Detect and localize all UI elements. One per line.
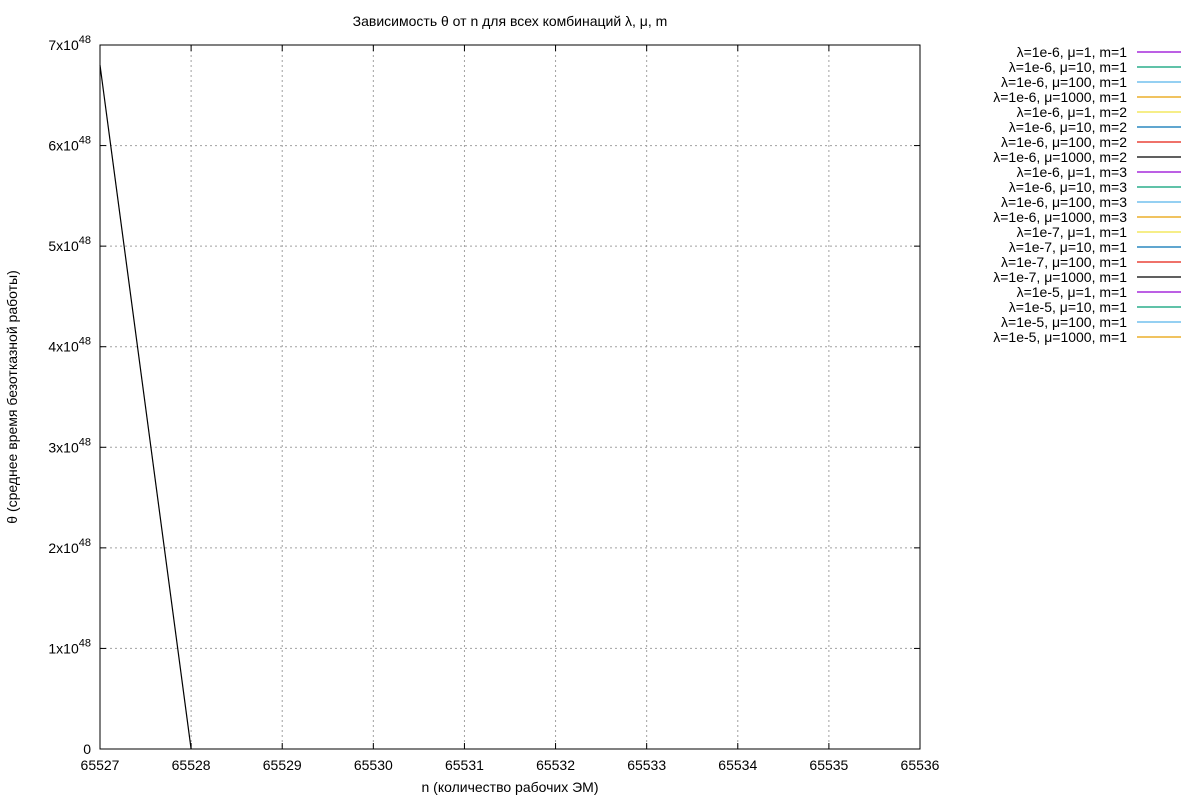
x-tick-label: 65534 <box>718 757 757 773</box>
legend-label: λ=1e-7, μ=1, m=1 <box>1017 224 1128 240</box>
legend-label: λ=1e-6, μ=1, m=2 <box>1017 104 1128 120</box>
y-tick-label: 7x1048 <box>48 34 91 53</box>
y-axis-label: θ (среднее время безотказной работы) <box>4 270 20 523</box>
legend-label: λ=1e-5, μ=100, m=1 <box>1001 314 1127 330</box>
chart-title: Зависимость θ от n для всех комбинаций λ… <box>353 13 668 29</box>
series-line-7 <box>99 65 192 750</box>
legend-label: λ=1e-6, μ=100, m=2 <box>1001 134 1127 150</box>
y-tick-label: 5x1048 <box>48 235 91 254</box>
y-tick-exponent: 48 <box>79 436 91 448</box>
x-tick-label: 65530 <box>354 757 393 773</box>
y-tick-label: 0 <box>83 741 91 757</box>
y-tick-exponent: 48 <box>79 34 91 46</box>
legend-label: λ=1e-6, μ=10, m=1 <box>1009 59 1127 75</box>
y-tick-label: 1x1048 <box>48 637 91 656</box>
legend-label: λ=1e-7, μ=10, m=1 <box>1009 239 1127 255</box>
y-tick-exponent: 48 <box>79 336 91 348</box>
y-tick-mantissa: 0 <box>83 741 91 757</box>
x-tick-label: 65535 <box>809 757 848 773</box>
axes: 65527 65528 65529 65530 65531 65532 65533 65534… <box>48 34 939 773</box>
legend-label: λ=1e-6, μ=1000, m=1 <box>993 89 1127 105</box>
y-tick-exponent: 48 <box>79 135 91 147</box>
y-tick-mantissa: 5x10 <box>48 238 79 254</box>
x-tick-label: 65529 <box>263 757 302 773</box>
x-tick-label: 65531 <box>445 757 484 773</box>
y-tick-exponent: 48 <box>79 235 91 247</box>
legend-label: λ=1e-6, μ=1000, m=2 <box>993 149 1127 165</box>
y-tick-mantissa: 3x10 <box>48 439 79 455</box>
y-tick-exponent: 48 <box>79 637 91 649</box>
y-tick-mantissa: 4x10 <box>48 339 79 355</box>
y-tick-label: 3x1048 <box>48 436 91 455</box>
legend-label: λ=1e-6, μ=100, m=3 <box>1001 194 1127 210</box>
legend-label: λ=1e-6, μ=10, m=2 <box>1009 119 1127 135</box>
series-layer <box>99 65 192 750</box>
y-tick-label: 4x1048 <box>48 336 91 355</box>
grid-lines <box>100 45 920 749</box>
x-tick-label: 65532 <box>536 757 575 773</box>
legend-label: λ=1e-5, μ=1000, m=1 <box>993 329 1127 345</box>
y-tick-exponent: 48 <box>79 537 91 549</box>
x-axis-label: n (количество рабочих ЭМ) <box>422 779 599 795</box>
legend-label: λ=1e-7, μ=1000, m=1 <box>993 269 1127 285</box>
y-tick-label: 6x1048 <box>48 135 91 154</box>
y-tick-label: 2x1048 <box>48 537 91 556</box>
legend-label: λ=1e-6, μ=100, m=1 <box>1001 74 1127 90</box>
legend-label: λ=1e-6, μ=10, m=3 <box>1009 179 1127 195</box>
legend-label: λ=1e-6, μ=1, m=3 <box>1017 164 1128 180</box>
x-tick-label: 65533 <box>627 757 666 773</box>
legend: λ=1e-6, μ=1, m=1λ=1e-6, μ=10, m=1λ=1e-6,… <box>993 44 1181 345</box>
y-tick-mantissa: 7x10 <box>48 37 79 53</box>
y-tick-mantissa: 6x10 <box>48 138 79 154</box>
y-tick-mantissa: 1x10 <box>48 640 79 656</box>
y-tick-mantissa: 2x10 <box>48 540 79 556</box>
x-tick-label: 65536 <box>901 757 940 773</box>
x-tick-label: 65528 <box>172 757 211 773</box>
plot-border <box>99 44 921 750</box>
x-tick-label: 65527 <box>81 757 120 773</box>
legend-label: λ=1e-6, μ=1000, m=3 <box>993 209 1127 225</box>
legend-label: λ=1e-5, μ=1, m=1 <box>1017 284 1128 300</box>
legend-label: λ=1e-5, μ=10, m=1 <box>1009 299 1127 315</box>
legend-label: λ=1e-7, μ=100, m=1 <box>1001 254 1127 270</box>
legend-label: λ=1e-6, μ=1, m=1 <box>1017 44 1128 60</box>
